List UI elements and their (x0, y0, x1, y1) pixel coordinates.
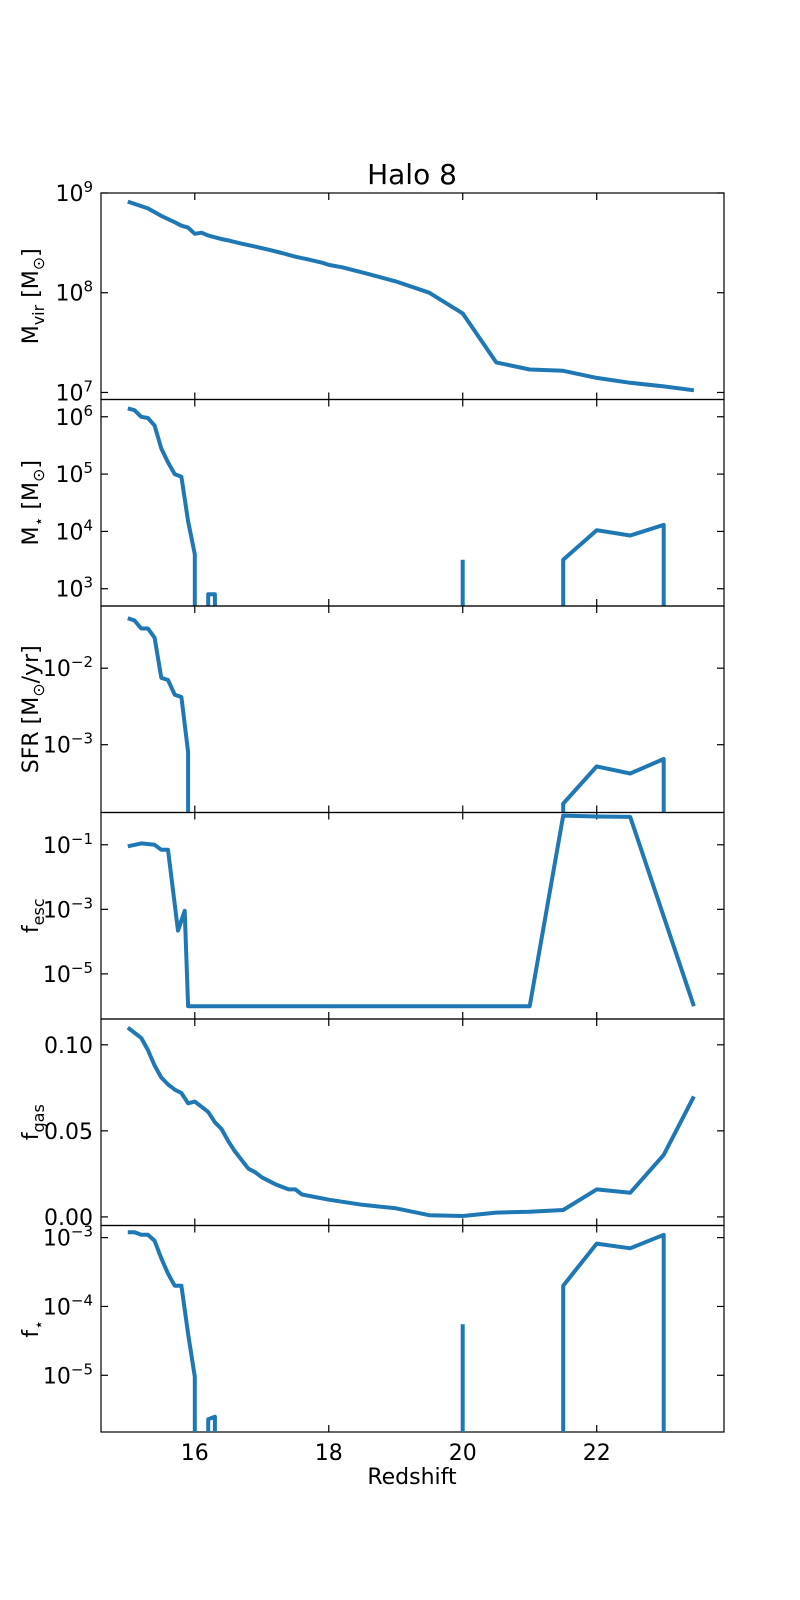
y-tick-label: 10−5 (43, 1360, 93, 1389)
panel-mvir: 107 108 109 Mvir [M⊙] (19, 178, 725, 406)
series-line (206, 1414, 217, 1432)
y-axis-label: f⋆ (19, 1320, 48, 1338)
y-tick-label: 0.00 (44, 1206, 93, 1231)
y-tick-label: 10−3 (43, 730, 93, 759)
series-line (561, 757, 666, 813)
panel-frame (100, 192, 725, 401)
panel-fstar: 16 18 20 22 10−5 10−4 10−3 f⋆ (19, 1223, 725, 1466)
series-line (561, 1232, 666, 1432)
series-line (127, 813, 696, 1009)
y-tick-label: 108 (55, 278, 93, 307)
x-tick-label: 22 (583, 1441, 611, 1466)
y-tick-label: 10−3 (43, 894, 93, 923)
y-axis-label: Mvir [M⊙] (19, 248, 48, 344)
series-line (127, 199, 695, 393)
y-axis-label: M⋆ [M⊙] (19, 460, 48, 546)
y-tick-label: 0.05 (44, 1120, 93, 1145)
y-tick-label: 10−4 (43, 1291, 93, 1320)
panel-frame (100, 811, 725, 1020)
y-tick-label: 10−5 (43, 959, 93, 988)
series-line (126, 1026, 696, 1218)
series-line (127, 1230, 197, 1432)
y-tick-label: 105 (55, 459, 93, 488)
panel-frame (100, 1224, 725, 1433)
x-axis-label: Redshift (367, 1465, 457, 1490)
y-tick-label: 103 (55, 574, 93, 603)
chart-title: Halo 8 (367, 158, 457, 191)
panel-fesc: 10−5 10−3 10−1 fesc (19, 811, 725, 1020)
x-tick-label: 18 (315, 1441, 343, 1466)
series-line (206, 592, 217, 606)
y-tick-label: 109 (55, 178, 93, 207)
series-line (127, 406, 197, 606)
y-tick-label: 107 (55, 377, 93, 406)
series-line (561, 522, 666, 606)
series-line (127, 616, 191, 813)
y-axis-label: fesc (19, 898, 48, 933)
panel-frame (100, 605, 725, 814)
x-tick-label: 20 (449, 1441, 477, 1466)
y-axis-label: fgas (19, 1104, 48, 1140)
x-tick-label: 16 (181, 1441, 209, 1466)
y-axis-label: SFR [M⊙/yr] (19, 645, 48, 773)
y-tick-label: 10−2 (43, 653, 93, 682)
panel-fgas: 0.00 0.05 0.10 fgas (19, 1018, 725, 1231)
y-tick-label: 10−3 (43, 1223, 93, 1252)
y-tick-label: 106 (55, 402, 93, 431)
y-tick-label: 104 (55, 516, 93, 545)
y-tick-label: 0.10 (44, 1034, 93, 1059)
y-tick-label: 10−1 (43, 830, 93, 859)
